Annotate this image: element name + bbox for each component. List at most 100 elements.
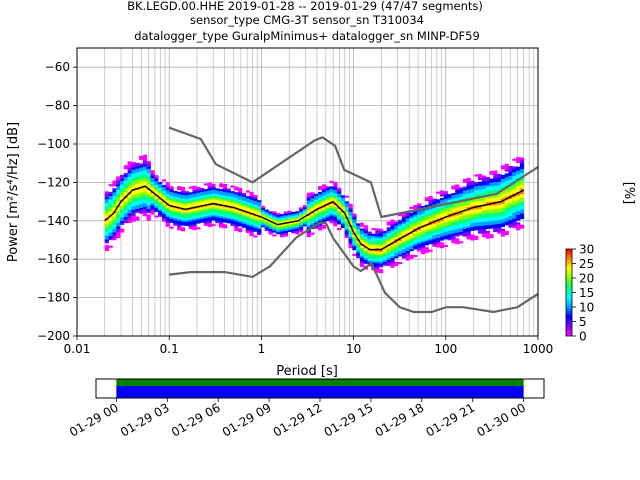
- pdf-cell: [390, 229, 395, 232]
- pdf-cell: [428, 226, 433, 229]
- pdf-cell: [119, 178, 125, 181]
- pdf-cell: [173, 200, 178, 203]
- pdf-cell: [268, 211, 273, 214]
- pdf-cell: [234, 211, 239, 214]
- pdf-cell: [329, 217, 334, 220]
- pdf-cell: [135, 185, 140, 188]
- pdf-cell: [489, 190, 494, 193]
- pdf-cell: [348, 242, 353, 245]
- pdf-cell: [489, 195, 494, 198]
- pdf-cell: [161, 202, 167, 205]
- pdf-cell: [516, 203, 521, 206]
- pdf-cell: [424, 220, 429, 223]
- pdf-cell: [119, 209, 125, 212]
- pdf-cell: [470, 213, 475, 216]
- pdf-cell: [516, 199, 521, 202]
- pdf-cell: [196, 227, 201, 230]
- pdf-cell: [409, 256, 414, 259]
- pdf-cell: [306, 223, 311, 226]
- pdf-cell: [279, 221, 285, 224]
- pdf-cell: [226, 196, 231, 199]
- pdf-cell: [241, 200, 247, 203]
- pdf-cell: [215, 215, 220, 218]
- pdf-cell: [260, 213, 266, 216]
- pdf-cell: [268, 222, 273, 226]
- pdf-cell: [150, 208, 155, 211]
- pdf-cell: [211, 189, 216, 192]
- pdf-cell: [295, 218, 300, 221]
- pdf-cell: [135, 176, 140, 179]
- pdf-cell: [108, 184, 113, 187]
- pdf-cell: [451, 218, 456, 221]
- pdf-cell: [398, 221, 403, 224]
- pdf-cell: [516, 183, 521, 187]
- pdf-cell: [127, 172, 132, 176]
- pdf-cell: [192, 199, 197, 202]
- pdf-cell: [192, 201, 197, 204]
- pdf-cell: [276, 224, 281, 227]
- pdf-cell: [154, 192, 159, 195]
- pdf-cell: [207, 219, 212, 222]
- pdf-cell: [257, 217, 262, 220]
- pdf-cell: [333, 191, 338, 194]
- pdf-cell: [493, 222, 498, 225]
- pdf-cell: [356, 250, 361, 253]
- chart-title-line1: BK.LEGD.00.HHE 2019-01-28 -- 2019-01-29 …: [127, 0, 483, 13]
- pdf-cell: [367, 231, 372, 234]
- pdf-cell: [321, 211, 327, 214]
- pdf-cell: [211, 199, 216, 202]
- pdf-cell: [177, 222, 182, 225]
- pdf-cell: [321, 186, 327, 189]
- pdf-cell: [413, 243, 418, 246]
- pdf-cell: [199, 193, 205, 196]
- pdf-cell: [493, 210, 498, 213]
- pdf-cell: [493, 176, 498, 179]
- pdf-cell: [283, 217, 288, 220]
- pdf-cell: [314, 222, 319, 225]
- pdf-cell: [451, 204, 456, 207]
- pdf-cell: [432, 242, 437, 245]
- pdf-cell: [500, 211, 506, 214]
- pdf-cell: [196, 200, 201, 203]
- pdf-cell: [188, 215, 193, 218]
- pdf-cell: [424, 227, 429, 231]
- pdf-cell: [466, 235, 471, 238]
- pdf-cell: [481, 233, 487, 236]
- pdf-cell: [131, 173, 136, 176]
- chart-title-line3: datalogger_type GuralpMinimus+ datalogge…: [134, 29, 480, 43]
- pdf-cell: [428, 197, 433, 201]
- pdf-cell: [112, 199, 117, 202]
- pdf-cell: [203, 223, 208, 226]
- pdf-cell: [405, 237, 410, 240]
- pdf-cell: [127, 167, 132, 170]
- pdf-cell: [318, 226, 323, 229]
- pdf-cell: [413, 222, 418, 225]
- pdf-cell: [409, 245, 414, 248]
- pdf-cell: [287, 214, 292, 217]
- pdf-cell: [348, 228, 353, 231]
- pdf-cell: [378, 261, 384, 264]
- pdf-cell: [142, 177, 148, 180]
- pdf-cell: [447, 234, 452, 237]
- pdf-cell: [196, 211, 201, 214]
- pdf-cell: [177, 228, 182, 231]
- pdf-cell: [116, 184, 121, 187]
- pdf-cell: [146, 182, 151, 185]
- pdf-cell: [131, 190, 136, 193]
- pdf-cell: [485, 200, 490, 203]
- pdf-cell: [158, 185, 163, 189]
- pdf-cell: [439, 232, 445, 235]
- pdf-cell: [158, 212, 163, 215]
- pdf-cell: [188, 211, 193, 214]
- pdf-cell: [375, 238, 380, 241]
- pdf-cell: [398, 244, 403, 247]
- pdf-cell: [165, 192, 170, 195]
- pdf-cell: [329, 211, 334, 214]
- pdf-cell: [466, 214, 471, 217]
- pdf-cell: [146, 174, 151, 177]
- pdf-cell: [203, 200, 208, 203]
- pdf-cell: [458, 195, 464, 198]
- pdf-cell: [158, 199, 163, 202]
- pdf-cell: [127, 220, 132, 224]
- pdf-cell: [470, 215, 475, 218]
